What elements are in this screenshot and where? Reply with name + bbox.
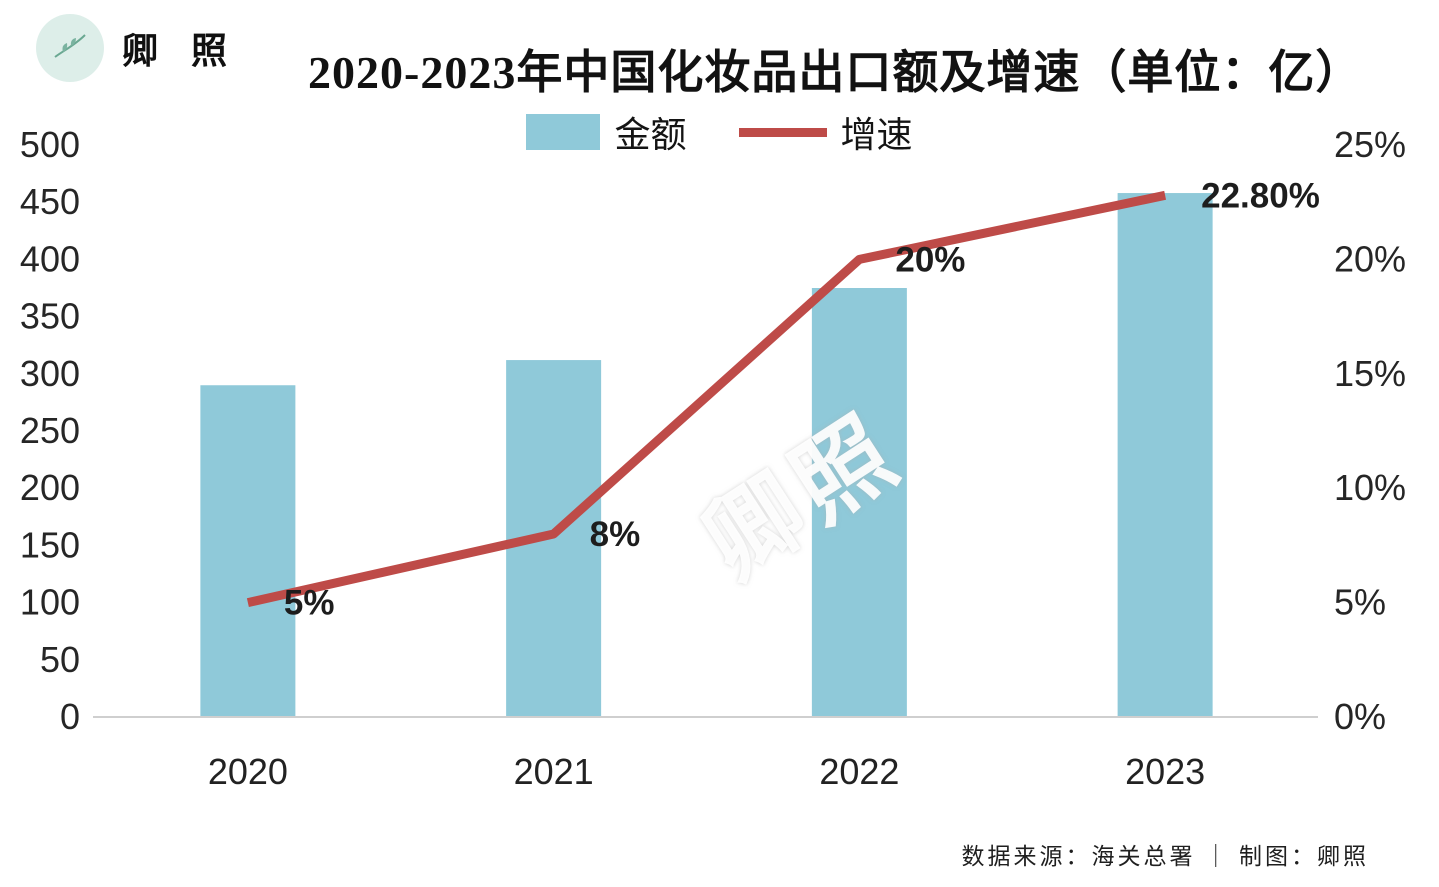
x-axis-label: 2023 [1125, 751, 1205, 792]
growth-line [246, 190, 1167, 607]
legend-item-growth: 增速 [738, 106, 913, 158]
leaf-icon [49, 25, 91, 72]
right-axis-tick-label: 15% [1334, 353, 1406, 394]
left-axis-tick-label: 250 [20, 410, 80, 451]
page-title: 2020-2023年中国化妆品出口额及增速（单位：亿） [308, 47, 1363, 98]
chart-legend: 金额 增速 [0, 106, 1439, 158]
growth-point-label: 20% [895, 240, 965, 279]
amount-bar-2023 [1117, 193, 1213, 718]
x-axis-label: 2021 [514, 751, 594, 792]
amount-bar-2022 [811, 288, 907, 717]
x-axis-label: 2020 [208, 751, 288, 792]
amount-bar-2020 [200, 385, 296, 717]
logo: 卿 照 [36, 14, 239, 82]
left-axis-tick-label: 100 [20, 582, 80, 623]
x-axis-label: 2022 [819, 751, 899, 792]
legend-item-amount: 金额 [526, 106, 687, 158]
footer-credit: 数据来源：海关总署 ｜ 制图：卿照 [961, 844, 1369, 869]
logo-text: 卿 照 [122, 31, 240, 71]
right-axis-tick-label: 20% [1334, 238, 1406, 279]
growth-swatch [738, 127, 827, 137]
right-axis-tick-label: 0% [1334, 696, 1386, 737]
growth-point-label: 22.80% [1201, 176, 1320, 215]
left-axis-tick-label: 350 [20, 296, 80, 337]
legend-label-amount: 金额 [614, 115, 687, 155]
growth-point-label: 8% [590, 515, 641, 554]
left-axis-tick-label: 150 [20, 524, 80, 565]
left-axis-tick-label: 0 [60, 696, 80, 737]
logo-circle [36, 14, 104, 82]
growth-point-label: 5% [284, 584, 335, 623]
right-axis-tick-label: 10% [1334, 467, 1406, 508]
left-axis-tick-label: 450 [20, 181, 80, 222]
amount-swatch [526, 114, 601, 150]
left-axis-tick-label: 50 [40, 639, 80, 680]
right-axis-tick-label: 25% [1334, 124, 1406, 165]
left-axis-tick-label: 300 [20, 353, 80, 394]
left-axis-tick-label: 200 [20, 467, 80, 508]
left-axis-tick-label: 400 [20, 238, 80, 279]
legend-label-growth: 增速 [840, 115, 913, 155]
right-axis-tick-label: 5% [1334, 582, 1386, 623]
left-axis-tick-label: 500 [20, 124, 80, 165]
